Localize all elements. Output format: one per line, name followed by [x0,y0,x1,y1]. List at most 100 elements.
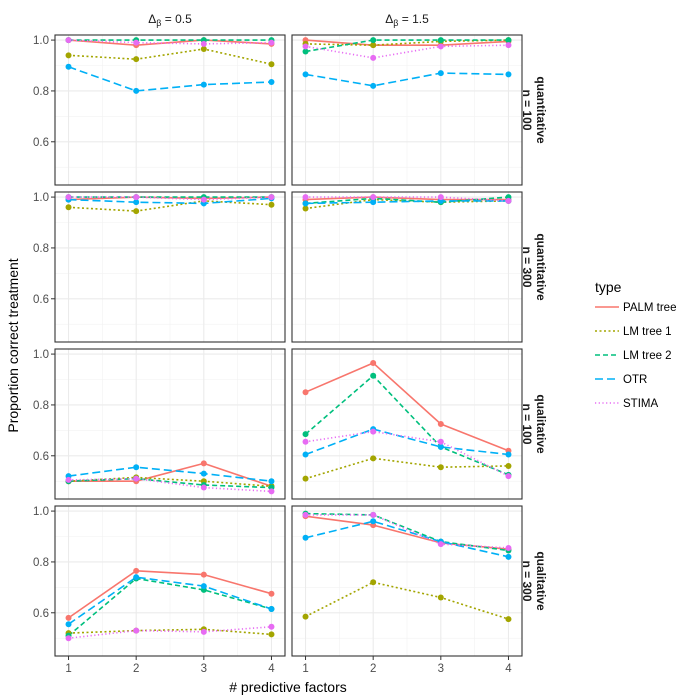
data-point-otr [302,71,309,78]
series-line-otr [305,520,509,558]
legend-label: LM tree 1 [623,326,672,338]
y-tick-label: 1.0 [33,506,49,518]
data-point-lm-tree-1 [268,61,275,68]
data-point-lm-tree-1 [302,613,309,620]
row-strip-label-top: quantitative [534,233,548,301]
y-axis-title-group: Proportion correct treatment [5,258,21,432]
series-line-palm-tree [305,39,509,47]
series-line-palm-tree [68,39,272,47]
data-point-otr [133,87,140,94]
data-point-otr [370,518,377,525]
data-point-stima [65,635,72,642]
data-point-stima [200,484,207,491]
data-point-stima [370,54,377,61]
data-point-stima [133,194,140,201]
row-strip-label-bottom: n = 300 [520,560,534,601]
x-tick-label: 3 [438,663,444,675]
panel-border [54,191,286,343]
data-point-stima [505,197,512,204]
data-point-lm-tree-1 [370,42,377,49]
data-point-stima [302,438,309,445]
data-point-otr [65,63,72,70]
data-point-stima [505,544,512,551]
y-tick-label: 1.0 [33,349,49,361]
y-tick-label: 0.8 [33,557,49,569]
y-tick-label: 1.0 [33,192,49,204]
series-line-palm-tree [305,515,509,550]
data-point-palm-tree [133,567,140,574]
data-point-lm-tree-1 [268,201,275,208]
data-point-stima [268,488,275,495]
data-point-stima [302,194,309,201]
data-point-otr [268,605,275,612]
series-line-stima [305,514,509,549]
data-point-lm-tree-2 [505,37,512,44]
panel-border [291,191,523,343]
y-tick-label: 1.0 [33,35,49,47]
data-point-otr [200,583,207,590]
legend-label: OTR [623,374,647,386]
y-tick-label: 0.6 [33,451,49,463]
legend-title: type [595,279,622,295]
data-point-lm-tree-2 [370,37,377,44]
data-point-otr [65,621,72,628]
data-point-stima [437,43,444,50]
data-point-stima [505,42,512,49]
row-strip-label-bottom: n = 100 [520,403,534,444]
series-line-lm-tree-2 [67,577,272,637]
y-tick-label: 0.6 [33,608,49,620]
column-strip-label: Δβ = 1.5 [385,12,429,28]
data-point-otr [505,71,512,78]
series-line-lm-tree-2 [304,374,509,476]
data-point-otr [133,199,140,206]
data-point-stima [370,428,377,435]
series-line-otr [68,466,272,482]
data-point-stima [302,511,309,518]
data-point-otr [200,81,207,88]
series-line-stima [68,626,272,639]
data-point-stima [200,40,207,47]
data-point-otr [302,200,309,207]
data-point-lm-tree-2 [302,431,309,438]
data-point-lm-tree-1 [65,52,72,59]
data-point-otr [133,574,140,581]
data-point-stima [268,194,275,201]
panel-border [54,348,286,500]
data-point-palm-tree [437,421,444,427]
series-line-palm-tree [68,569,272,619]
legend-label: PALM tree [623,302,676,314]
legend-label: STIMA [623,398,658,410]
data-point-lm-tree-1 [65,204,72,211]
data-point-stima [65,37,72,44]
data-point-stima [437,438,444,445]
data-point-lm-tree-1 [437,464,444,471]
data-point-lm-tree-2 [302,48,309,55]
x-axis-title: # predictive factors [229,679,347,695]
y-tick-label: 0.6 [33,294,49,306]
row-strip-label-top: qualitative [534,551,548,611]
x-tick-label: 3 [201,663,207,675]
y-tick-label: 0.8 [33,86,49,98]
data-point-otr [370,82,377,89]
data-point-lm-tree-1 [302,205,309,212]
data-point-stima [268,623,275,630]
data-point-palm-tree [370,359,377,366]
data-point-stima [302,43,309,50]
series-line-otr [305,200,509,205]
panel-border [54,34,286,186]
data-point-otr [505,553,512,560]
data-point-stima [437,541,444,548]
column-strip-label: Δβ = 0.5 [148,12,192,28]
series-line-otr [305,428,509,456]
data-point-stima [268,39,275,46]
row-strip-label-bottom: n = 300 [520,246,534,287]
series-line-lm-tree-1 [305,457,509,480]
data-point-palm-tree [200,460,207,467]
data-point-lm-tree-1 [505,616,512,623]
x-tick-label: 4 [505,663,512,675]
data-point-palm-tree [200,571,207,578]
